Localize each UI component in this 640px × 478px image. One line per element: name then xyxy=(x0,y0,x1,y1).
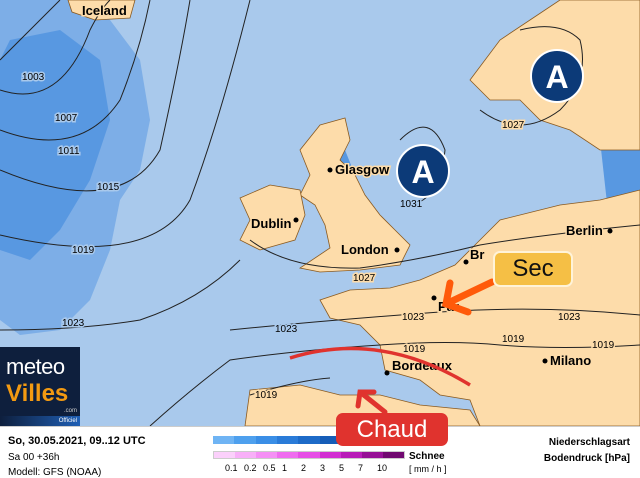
rain-swatch xyxy=(255,436,277,444)
isobar-label: 1019 xyxy=(502,334,525,345)
isobar-label: 1019 xyxy=(255,390,278,401)
svg-text:A: A xyxy=(411,154,434,190)
dry-callout: Sec xyxy=(493,251,573,287)
scale-tick: 0.1 xyxy=(225,463,238,473)
isobar-label: 1023 xyxy=(275,324,298,335)
snow-swatch xyxy=(277,452,299,458)
scale-tick: 1 xyxy=(282,463,288,473)
snow-swatch xyxy=(214,452,236,458)
isobar-labels: 1003 1007 1011 1015 1019 1023 1027 1031 … xyxy=(21,71,617,403)
isobar-label: 1027 xyxy=(353,273,376,284)
city-london: London xyxy=(341,242,389,257)
legend-title-pressure: Bodendruck [hPa] xyxy=(543,453,630,464)
isobar-label: 1011 xyxy=(58,146,80,157)
snow-swatch xyxy=(382,452,404,458)
snow-scale xyxy=(213,451,405,459)
isobar-label: 1019 xyxy=(403,344,426,355)
scale-tick: 0.5 xyxy=(263,463,276,473)
snow-swatch xyxy=(340,452,362,458)
scale-tick: 7 xyxy=(358,463,364,473)
isobar-label: 1019 xyxy=(72,245,95,256)
scale-tick: 2 xyxy=(301,463,307,473)
dry-arrow-icon xyxy=(442,278,496,316)
legend-title-precip: Niederschlagsart xyxy=(548,437,630,448)
model-info: Modell: GFS (NOAA) xyxy=(8,467,102,478)
scale-tick: 10 xyxy=(377,463,388,473)
city-iceland: Iceland xyxy=(82,3,127,18)
ireland xyxy=(239,184,306,251)
scale-tick: 5 xyxy=(339,463,345,473)
city-glasgow: Glasgow xyxy=(335,162,390,177)
rain-swatch xyxy=(319,436,341,444)
snow-swatch xyxy=(361,452,383,458)
svg-text:A: A xyxy=(545,59,568,95)
isobar-lines xyxy=(0,0,640,426)
scale-tick: 3 xyxy=(320,463,326,473)
isobar-label: 1015 xyxy=(97,182,120,193)
isobar-label: 1027 xyxy=(502,120,525,131)
isobar-label: 1007 xyxy=(55,113,78,124)
city-brussels: Br xyxy=(470,247,484,262)
warm-front-curve xyxy=(289,346,471,387)
isobar-label: 1023 xyxy=(558,312,581,323)
snow-label: Schnee xyxy=(409,451,445,462)
warm-arrow-icon xyxy=(355,389,388,415)
snow-swatch xyxy=(319,452,341,458)
city-berlin: Berlin xyxy=(566,223,603,238)
rain-swatch xyxy=(298,436,320,444)
high-pressure-marker: A xyxy=(396,144,450,198)
rain-swatch xyxy=(234,436,256,444)
snow-swatch xyxy=(235,452,257,458)
warm-callout: Chaud xyxy=(336,413,448,446)
forecast-date: So, 30.05.2021, 09..12 UTC xyxy=(8,435,146,447)
city-milano: Milano xyxy=(550,353,591,368)
legend-footer: So, 30.05.2021, 09..12 UTC Sa 00 +36h Mo… xyxy=(0,426,640,478)
weather-map: 1003 1007 1011 1015 1019 1023 1027 1031 … xyxy=(0,0,640,426)
isobar-label: 1023 xyxy=(62,318,85,329)
unit-label: [ mm / h ] xyxy=(409,464,447,474)
city-dublin: Dublin xyxy=(251,216,291,231)
high-pressure-marker: A xyxy=(530,49,584,103)
isobar-label: 1019 xyxy=(592,340,615,351)
continent xyxy=(319,189,640,426)
isobar-label: 1031 xyxy=(400,199,423,210)
meteovilles-logo: meteo Villes .com Officiel xyxy=(0,347,80,426)
rain-swatch xyxy=(276,436,299,444)
scale-tick: 0.2 xyxy=(244,463,257,473)
isobar-label: 1003 xyxy=(22,72,45,83)
snow-swatch xyxy=(298,452,320,458)
great-britain xyxy=(298,117,411,273)
rain-swatch xyxy=(213,436,235,444)
isobar-label: 1023 xyxy=(402,312,425,323)
snow-swatch xyxy=(256,452,278,458)
run-info: Sa 00 +36h xyxy=(8,452,60,463)
